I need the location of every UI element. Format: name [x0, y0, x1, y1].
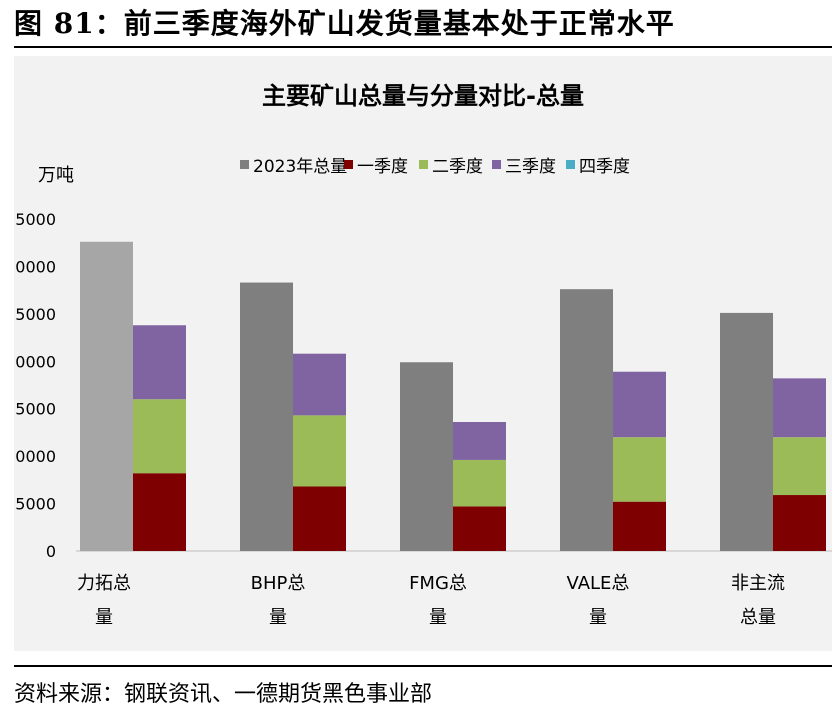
bottom-rule	[14, 665, 832, 667]
bar-segment	[293, 415, 346, 487]
x-tick-label: VALE总	[567, 573, 630, 594]
legend-swatch	[419, 160, 428, 169]
x-tick-label: BHP总	[251, 573, 306, 594]
chart-title: 主要矿山总量与分量对比-总量	[262, 82, 584, 110]
x-tick-label: FMG总	[409, 573, 467, 594]
legend: 2023年总量 一季度 二季度 三季度 四季度	[240, 157, 630, 177]
y-axis-unit: 万吨	[38, 165, 74, 186]
legend-swatch	[344, 160, 353, 169]
x-tick-label: 量	[269, 607, 287, 628]
y-tick-label: 10000	[14, 447, 56, 466]
bar-segment	[453, 506, 506, 551]
bar-total	[560, 289, 613, 551]
x-tick-label: 总量	[740, 607, 776, 628]
bar-segment	[133, 473, 186, 551]
bar-segment	[613, 371, 666, 438]
y-tick-label: 20000	[14, 352, 56, 371]
y-tick-label: 15000	[14, 400, 56, 419]
x-tick-label: 量	[589, 607, 607, 628]
legend-label: 二季度	[432, 157, 483, 177]
legend-label: 四季度	[579, 157, 630, 177]
top-rule	[14, 46, 832, 48]
legend-label: 2023年总量	[253, 157, 347, 177]
bars	[80, 241, 826, 551]
bar-segment	[773, 437, 826, 496]
bar-segment	[453, 421, 506, 460]
bar-segment	[293, 353, 346, 416]
bar-segment	[453, 459, 506, 507]
legend-label: 三季度	[505, 157, 556, 177]
x-tick-label: 非主流	[731, 573, 785, 594]
x-tick-label: 力拓总	[77, 573, 131, 594]
bar-segment	[613, 501, 666, 551]
bar-segment	[133, 399, 186, 474]
x-tick-label: 量	[95, 607, 113, 628]
legend-swatch	[240, 160, 249, 169]
legend-swatch	[492, 160, 501, 169]
legend-swatch	[566, 160, 575, 169]
bar-total	[400, 362, 453, 551]
y-tick-label: 30000	[14, 257, 56, 276]
bar-segment	[773, 378, 826, 438]
y-axis: 0 5000 10000 15000 20000 25000 30000 35000	[5, 210, 56, 561]
bar-total	[80, 241, 133, 551]
bar-segment	[133, 325, 186, 400]
source-note: 资料来源：钢联资讯、一德期货黑色事业部	[14, 682, 433, 707]
bar-total	[720, 312, 773, 551]
y-tick-label: 35000	[14, 210, 56, 229]
y-tick-label: 0	[46, 542, 56, 561]
y-tick-label: 25000	[14, 305, 56, 324]
figure-title: 图 81：前三季度海外矿山发货量基本处于正常水平	[14, 7, 675, 40]
y-tick-label: 5000	[15, 495, 56, 514]
legend-label: 一季度	[357, 157, 408, 177]
bar-segment	[613, 437, 666, 502]
bar-total	[240, 282, 293, 551]
x-tick-label: 量	[429, 607, 447, 628]
bar-segment	[293, 486, 346, 551]
chart-panel: 主要矿山总量与分量对比-总量 万吨 2023年总量 一季度 二季度 三季度 四季度 0 5…	[5, 56, 839, 651]
chart-svg: 主要矿山总量与分量对比-总量 万吨 2023年总量 一季度 二季度 三季度 四季度 0 5…	[5, 82, 839, 628]
bar-segment	[773, 495, 826, 551]
